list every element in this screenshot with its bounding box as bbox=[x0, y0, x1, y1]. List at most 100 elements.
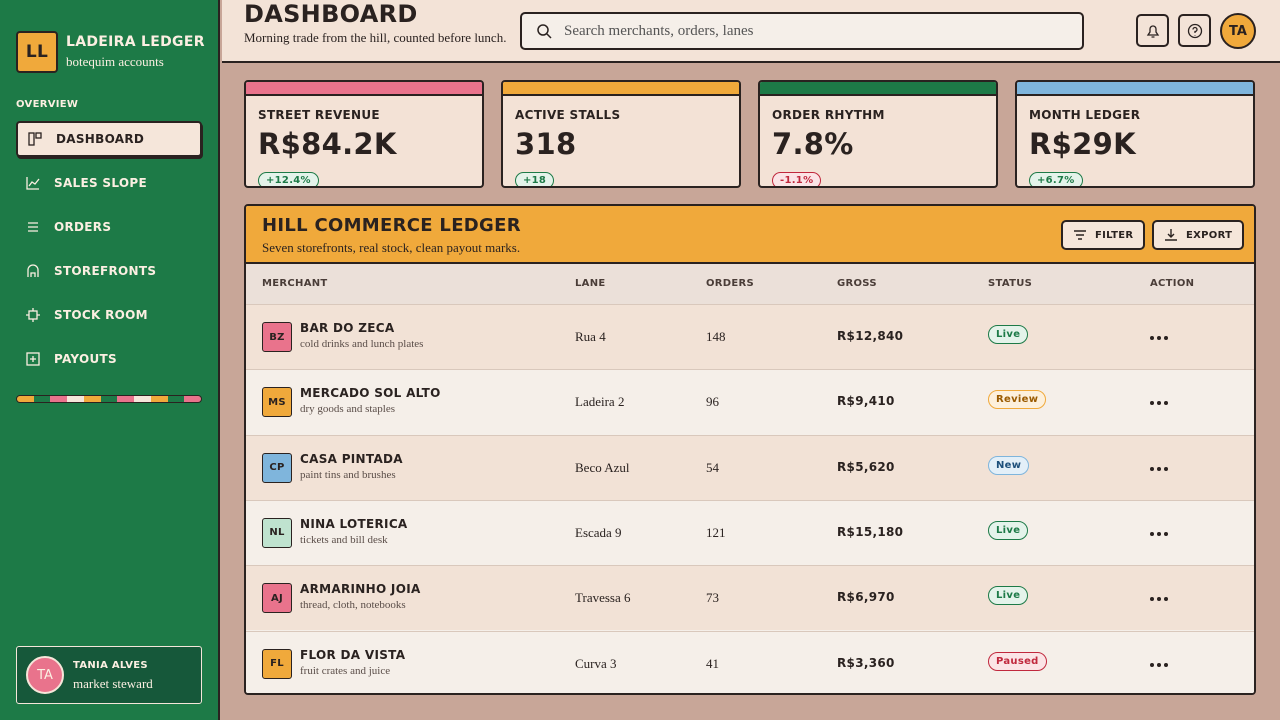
bell-icon bbox=[1146, 24, 1159, 38]
merchant-name: ARMARINHO JOIA bbox=[300, 582, 421, 597]
table-row: MS MERCADO SOL ALTO dry goods and staples L… bbox=[246, 369, 1254, 435]
nav-icon bbox=[26, 177, 40, 190]
notifications-button[interactable] bbox=[1136, 14, 1169, 47]
sidebar: LL LADEIRA LEDGER botequim accounts OVER… bbox=[0, 0, 220, 720]
status: Review bbox=[988, 390, 1047, 410]
stripe-segment bbox=[117, 396, 135, 402]
orders: 121 bbox=[706, 524, 726, 540]
column-header: MERCHANT bbox=[262, 278, 328, 289]
help-button[interactable] bbox=[1178, 14, 1211, 47]
search[interactable]: Search merchants, orders, lanes bbox=[520, 12, 1084, 50]
row-actions[interactable] bbox=[1150, 329, 1168, 345]
status: Paused bbox=[988, 651, 1047, 671]
orders: 148 bbox=[706, 329, 726, 344]
row-actions[interactable] bbox=[1150, 525, 1168, 541]
kpi-value: R$84.2K bbox=[258, 127, 397, 161]
orders: 73 bbox=[706, 590, 719, 606]
column-header: ORDERS bbox=[706, 278, 755, 289]
row-actions[interactable] bbox=[1150, 460, 1168, 476]
dots-icon bbox=[1150, 401, 1168, 406]
filter-label: FILTER bbox=[1095, 229, 1134, 241]
kpi-card: STREET REVENUE R$84.2K +12.4% bbox=[244, 80, 484, 188]
ledger-panel: HILL COMMERCE LEDGER Seven storefronts, … bbox=[244, 204, 1256, 695]
export-button[interactable]: EXPORT bbox=[1152, 220, 1245, 250]
merchant-description: fruit crates and juice bbox=[300, 664, 391, 677]
stripe-segment bbox=[184, 396, 201, 402]
stripe-segment bbox=[67, 396, 84, 402]
nav-icon bbox=[26, 308, 40, 322]
row-actions[interactable] bbox=[1150, 590, 1168, 606]
user-role: market steward bbox=[73, 676, 153, 691]
nav-label: SALES SLOPE bbox=[54, 176, 147, 190]
row-actions[interactable] bbox=[1150, 394, 1168, 410]
avatar[interactable]: TA bbox=[1220, 13, 1256, 49]
lane: Rua 4 bbox=[575, 329, 606, 344]
logo: LL bbox=[16, 31, 58, 73]
table-row: NL NINA LOTERICA tickets and bill desk Esca… bbox=[246, 499, 1254, 565]
nav-item[interactable]: STOREFRONTS bbox=[16, 253, 202, 289]
stripe-segment bbox=[134, 396, 151, 402]
row-actions[interactable] bbox=[1150, 656, 1168, 672]
dots-icon bbox=[1150, 336, 1168, 340]
lane: Curva 3 bbox=[575, 655, 617, 671]
merchant-initials: BZ bbox=[262, 322, 292, 352]
nav-item[interactable]: STOCK ROOM bbox=[16, 297, 202, 333]
kpi-accent bbox=[760, 82, 996, 96]
nav-label: STOREFRONTS bbox=[54, 264, 157, 278]
kpi-card: ACTIVE STALLS 318 +18 bbox=[501, 80, 741, 188]
dots-icon bbox=[1150, 662, 1168, 667]
search-placeholder: Search merchants, orders, lanes bbox=[564, 22, 754, 39]
dots-icon bbox=[1150, 531, 1168, 536]
kpi-card: ORDER RHYTHM 7.8% -1.1% bbox=[758, 80, 998, 188]
kpi-accent bbox=[1017, 82, 1253, 96]
merchant-initials: FL bbox=[262, 648, 292, 679]
merchant-initials: MS bbox=[262, 387, 292, 418]
nav-label: STOCK ROOM bbox=[54, 308, 148, 322]
panel-subtitle: Seven storefronts, real stock, clean pay… bbox=[262, 240, 521, 255]
merchant-name: MERCADO SOL ALTO bbox=[300, 386, 441, 401]
help-icon bbox=[1187, 23, 1202, 38]
nav-item[interactable]: ORDERS bbox=[16, 209, 202, 245]
merchant-description: tickets and bill desk bbox=[300, 533, 388, 546]
nav-label: ORDERS bbox=[54, 220, 112, 234]
kpi-delta: +12.4% bbox=[258, 172, 319, 186]
kpi-card: MONTH LEDGER R$29K +6.7% bbox=[1015, 80, 1255, 188]
filter-button[interactable]: FILTER bbox=[1061, 220, 1146, 250]
column-header: ACTION bbox=[1150, 278, 1195, 289]
kpi-value: 318 bbox=[515, 127, 577, 161]
table-row: CP CASA PINTADA paint tins and brushes Beco… bbox=[246, 434, 1254, 500]
gross: R$3,360 bbox=[837, 655, 895, 670]
status: Live bbox=[988, 586, 1029, 606]
merchant-initials: CP bbox=[262, 452, 292, 483]
stripe-segment bbox=[167, 396, 185, 402]
merchant-description: thread, cloth, notebooks bbox=[300, 599, 406, 612]
section-label: OVERVIEW bbox=[16, 99, 79, 110]
dots-icon bbox=[1150, 466, 1168, 471]
merchant-name: BAR DO ZECA bbox=[300, 321, 395, 335]
filter-icon bbox=[1074, 230, 1086, 240]
table-row: BZ BAR DO ZECA cold drinks and lunch plate… bbox=[246, 304, 1254, 369]
status: Live bbox=[988, 325, 1029, 344]
nav-item[interactable]: PAYOUTS bbox=[16, 341, 202, 377]
merchant-name: NINA LOTERICA bbox=[300, 516, 408, 531]
export-icon bbox=[1165, 229, 1177, 241]
nav-item[interactable]: DASHBOARD bbox=[16, 121, 202, 157]
export-label: EXPORT bbox=[1186, 229, 1233, 241]
page-subtitle: Morning trade from the hill, counted bef… bbox=[244, 30, 507, 45]
nav-item[interactable]: SALES SLOPE bbox=[16, 165, 202, 201]
nav-label: PAYOUTS bbox=[54, 352, 117, 366]
merchant-description: cold drinks and lunch plates bbox=[300, 338, 424, 350]
status: Live bbox=[988, 520, 1029, 540]
gross: R$12,840 bbox=[837, 329, 904, 343]
nav-icon bbox=[28, 132, 42, 146]
lane: Ladeira 2 bbox=[575, 394, 625, 410]
status: New bbox=[988, 455, 1030, 475]
table-row: AJ ARMARINHO JOIA thread, cloth, notebooks… bbox=[246, 565, 1254, 631]
column-header: GROSS bbox=[837, 278, 877, 289]
kpi-label: ACTIVE STALLS bbox=[515, 108, 621, 122]
kpi-value: 7.8% bbox=[772, 127, 854, 161]
merchant-description: dry goods and staples bbox=[300, 403, 396, 416]
table-row: FL FLOR DA VISTA fruit crates and juice Cur… bbox=[246, 630, 1254, 693]
nav-icon bbox=[26, 352, 40, 366]
